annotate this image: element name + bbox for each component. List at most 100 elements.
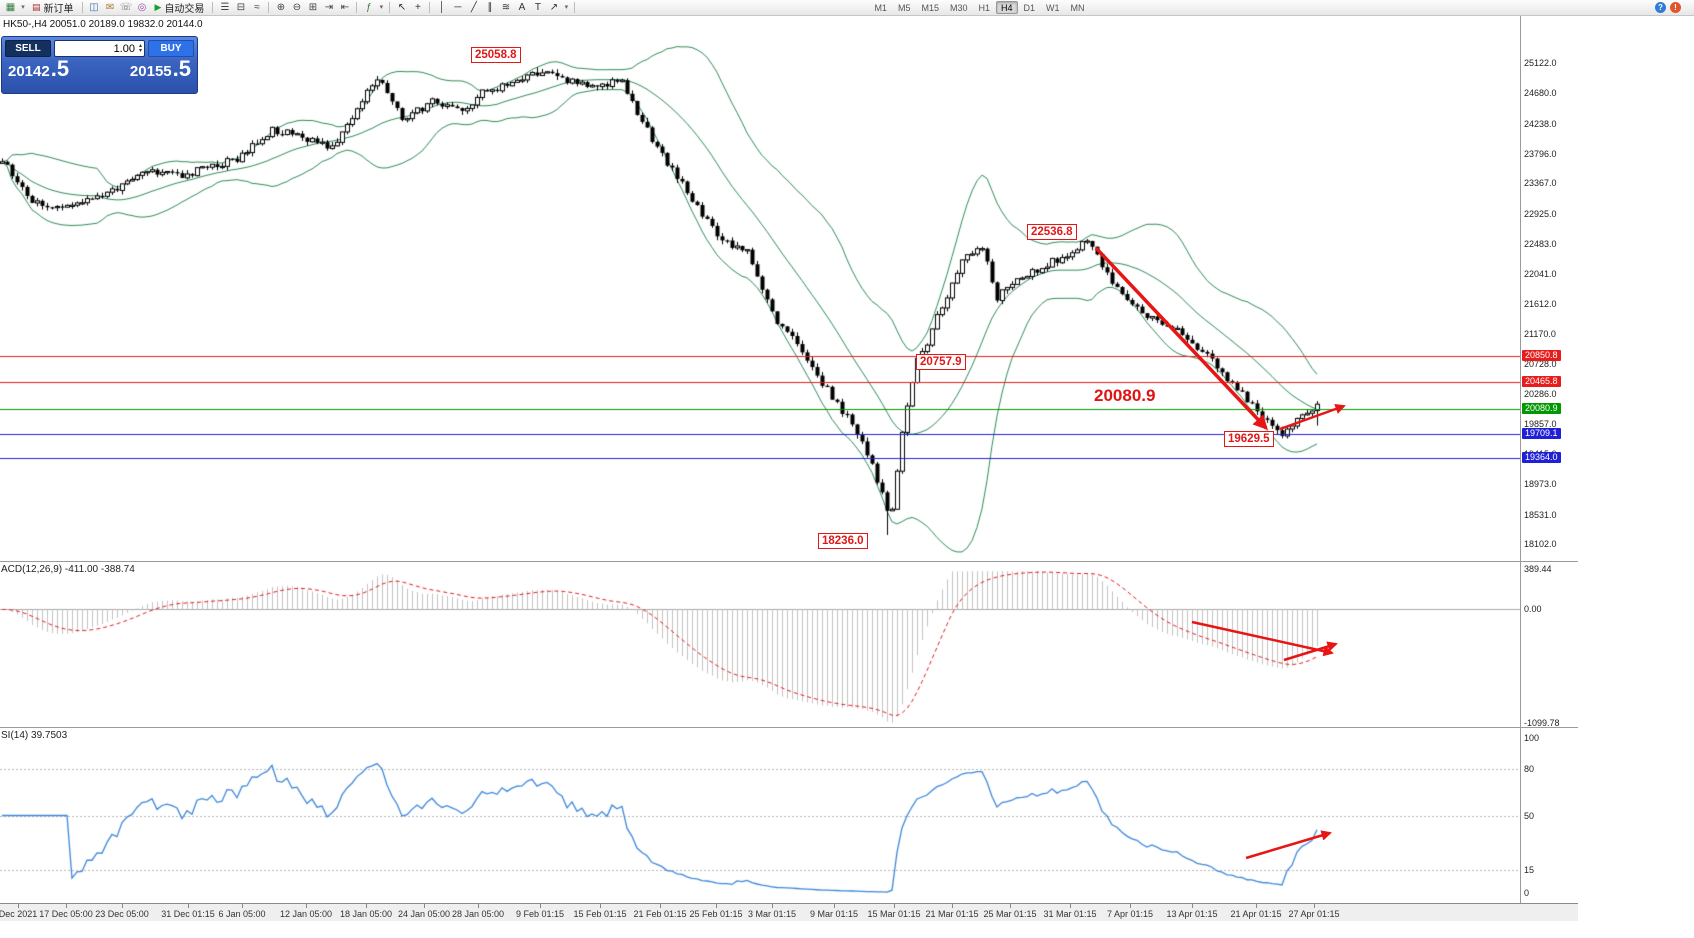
timeframe-mn[interactable]: MN [1070,3,1085,13]
price-axis-label: 25122.0 [1524,58,1557,69]
timeframe-d1[interactable]: D1 [1023,3,1036,13]
time-axis-tick [424,904,425,908]
help-icon[interactable]: ? [1655,2,1666,13]
volume-value: 1.00 [113,42,135,55]
time-axis-tick [540,904,541,908]
volume-up-icon[interactable]: ▴ [138,42,142,49]
indicators-dropdown-icon[interactable]: ▾ [379,3,384,11]
alert-icon[interactable]: ! [1670,2,1681,13]
time-axis-tick [306,904,307,908]
toolbar-separator [81,2,83,13]
channel-icon[interactable]: ∥ [487,1,493,13]
zoom-in-icon[interactable]: ⊕ [276,1,286,13]
market-watch-icon[interactable]: ◫ [89,1,99,13]
rsi-canvas[interactable] [0,728,1520,903]
new-order-button[interactable]: ▤ 新订单 [28,1,78,15]
timeframe-m5[interactable]: M5 [897,3,911,13]
toolbar-separator [356,2,358,13]
text-icon[interactable]: A [518,1,526,13]
time-axis-label: 13 Apr 01:15 [1166,909,1218,919]
sell-price[interactable]: 20142 .5 [8,58,69,81]
zoom-out-icon[interactable]: ⊖ [292,1,302,13]
price-axis-label: 21170.0 [1524,328,1556,339]
indicators-icon[interactable]: ƒ [366,1,372,13]
buy-button[interactable]: BUY [148,40,194,57]
chart-shift-icon[interactable]: ⇤ [340,1,350,13]
buy-price-main: 20155 [129,63,172,80]
buy-price[interactable]: 20155 .5 [129,58,191,81]
price-axis-label: 18973.0 [1524,479,1557,490]
price-axis: 25122.0 24680.0 24238.0 23796.0 23367.0 22925… [1521,0,1596,938]
price-axis-label: 18102.0 [1524,539,1557,550]
toolbar-separator [268,2,270,13]
new-chart-dropdown-icon[interactable]: ▾ [21,3,25,11]
price-chart-canvas[interactable] [0,16,1520,561]
timeframe-h4[interactable]: H4 [996,1,1018,14]
horizontal-line-icon[interactable]: ─ [454,1,462,13]
time-axis-label: 28 Jan 05:00 [451,909,505,919]
sell-button[interactable]: SELL [5,40,51,57]
timeframe-w1[interactable]: W1 [1046,3,1060,13]
arrow-tool-icon[interactable]: ↗ [549,1,559,13]
candlestick-chart-icon[interactable]: ⊟ [236,1,246,13]
time-axis-label: 9 Mar 01:15 [809,909,859,919]
phone-icon[interactable]: ☏ [119,1,133,13]
price-axis-label: 20728.0 [1524,359,1557,370]
autotrading-button-label: 自动交易 [164,4,205,15]
time-axis-tick [478,904,479,908]
label-icon[interactable]: T [534,1,541,13]
rsi-axis-label: 50 [1524,810,1535,821]
timeframe-m1[interactable]: M1 [874,3,887,13]
cursor-icon[interactable]: ↖ [397,1,407,13]
line-chart-icon[interactable]: ≈ [254,1,260,13]
new-order-button-label: 新订单 [43,4,74,15]
rsi-axis-label: 100 [1524,733,1540,743]
price-axis-label: 22041.0 [1524,269,1557,280]
time-axis-label: 9 Feb 01:15 [515,909,565,919]
time-axis-tick [952,904,953,908]
macd-canvas[interactable] [0,562,1520,727]
toolbar-separator [389,2,391,13]
tile-windows-icon[interactable]: ⊞ [308,1,318,13]
toolbar-separator [574,2,576,13]
price-line-tag: 20465.8 [1522,376,1561,388]
bar-chart-icon[interactable]: ☰ [220,1,230,13]
volume-input[interactable]: 1.00 ▴ ▾ [54,40,145,57]
time-axis-label: 17 Dec 05:00 [39,909,93,919]
timeframe-m15[interactable]: M15 [921,3,939,13]
rsi-indicator-label: SI(14) 39.7503 [1,730,68,741]
time-axis-label: 25 Mar 01:15 [983,909,1037,919]
timeframe-m30[interactable]: M30 [949,3,968,13]
panel-separator[interactable] [0,727,1578,728]
time-axis-label: 6 Jan 05:00 [218,909,266,919]
price-axis-label: 23796.0 [1524,148,1557,159]
timeframe-h1[interactable]: H1 [978,3,991,13]
time-axis-tick [366,904,367,908]
fibonacci-icon[interactable]: ≋ [501,1,511,13]
time-axis-tick [1314,904,1315,908]
volume-down-icon[interactable]: ▾ [138,47,142,54]
rsi-axis-label: 0 [1524,888,1530,898]
time-axis-tick [18,904,19,908]
panel-separator[interactable] [0,561,1578,562]
trendline-icon[interactable]: ╱ [470,1,477,13]
time-axis-label: 15 Mar 01:15 [867,909,921,919]
new-chart-icon[interactable]: ▦ [5,1,16,13]
sell-price-main: 20142 [8,63,50,80]
volume-spinner[interactable]: ▴ ▾ [138,42,142,54]
script-icon[interactable]: ◎ [137,1,147,13]
price-axis-label: 24238.0 [1524,118,1557,129]
crosshair-icon[interactable]: + [415,1,421,13]
time-axis-label: 31 Dec 01:15 [161,909,215,919]
auto-scroll-icon[interactable]: ⇥ [324,1,334,13]
macd-axis-label: -1099.78 [1524,717,1560,728]
price-axis-label: 19857.0 [1524,418,1557,429]
mail-icon[interactable]: ✉ [105,1,115,13]
price-line-tag: 19364.0 [1522,451,1561,463]
autotrading-button[interactable]: ▶ 自动交易 [151,1,209,15]
time-axis-label: 24 Jan 05:00 [397,909,451,919]
toolbar: ▦ ▾ ▤ 新订单 ◫ ✉ ☏ ◎ ▶ 自动交易 ☰ ⊟ ≈ ⊕ ⊖ ⊞ ⇥ ⇤ ƒ ▾ ↖ + │ ─ ╱ ∥ ≋ A T ↗ ▾ M1 M5… [0,0,1694,16]
shapes-dropdown-icon[interactable]: ▾ [564,3,569,11]
vertical-line-icon[interactable]: │ [438,1,446,13]
time-axis-label: 18 Jan 05:00 [339,909,393,919]
